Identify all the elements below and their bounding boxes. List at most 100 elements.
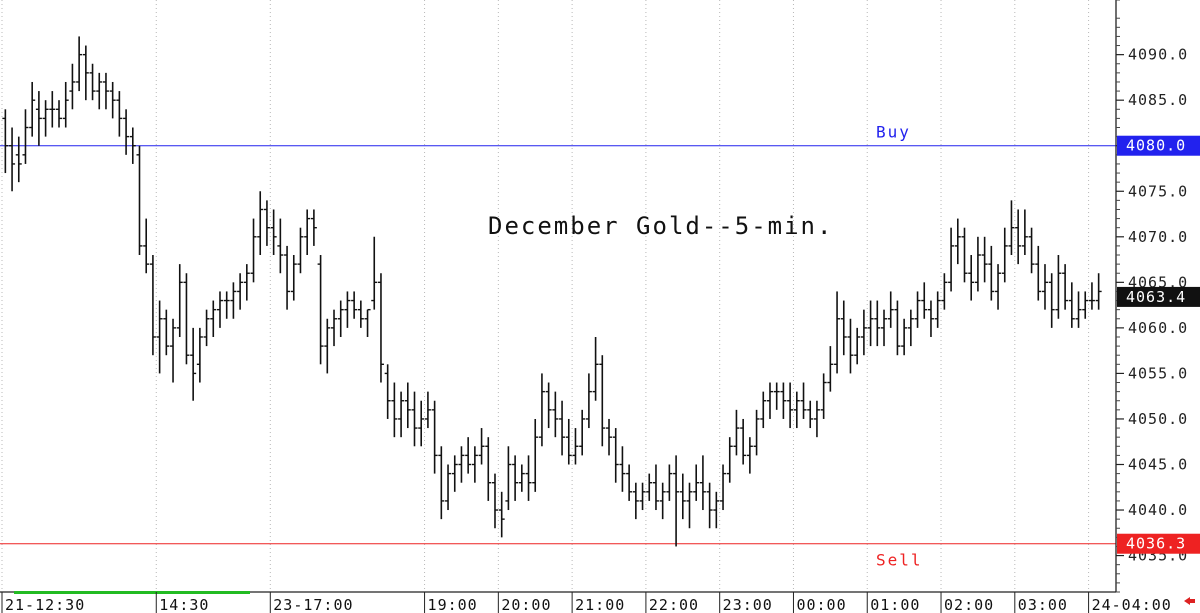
ohlc-bar (371, 236, 378, 310)
ohlc-bar (807, 400, 814, 429)
ohlc-bar (995, 264, 1002, 310)
ohlc-bar (887, 291, 894, 328)
ohlc-bar (693, 464, 700, 501)
ohlc-bar (465, 437, 472, 474)
ohlc-bar (599, 355, 606, 447)
ohlc-bar (42, 100, 49, 137)
ohlc-bar (559, 400, 566, 456)
ohlc-bar (310, 209, 317, 246)
ohlc-bar (445, 464, 452, 511)
ohlc-bar (941, 273, 948, 310)
level-label: Buy (876, 123, 911, 142)
ohlc-bar (304, 209, 311, 256)
ohlc-bar (512, 455, 519, 501)
y-tick-label: 4060.0 (1128, 319, 1188, 337)
ohlc-bar (1041, 264, 1048, 310)
ohlc-bar (76, 36, 83, 92)
ohlc-bar (713, 491, 720, 529)
ohlc-bar (840, 300, 847, 356)
scroll-arrow-icon[interactable] (1184, 597, 1195, 605)
ohlc-bar (565, 418, 572, 465)
ohlc-bar (646, 473, 653, 501)
y-tick-label: 4065.0 (1128, 273, 1188, 291)
x-tick-label: 23-17:00 (273, 596, 353, 613)
ohlc-bar (344, 291, 351, 328)
ohlc-bar (203, 309, 210, 347)
ohlc-bar (793, 391, 800, 429)
ohlc-bar (62, 81, 69, 128)
y-tick-label: 4085.0 (1128, 91, 1188, 109)
ohlc-bar (1095, 273, 1102, 310)
ohlc-bar (787, 382, 794, 429)
ohlc-bar (1088, 282, 1095, 310)
ohlc-bar (471, 446, 478, 483)
ohlc-bar (847, 318, 854, 374)
ohlc-bar (525, 455, 532, 501)
ohlc-bar (813, 400, 820, 438)
ohlc-bar (1068, 282, 1075, 328)
ohlc-bar (874, 300, 881, 347)
ohlc-bar (901, 318, 908, 356)
ohlc-bar (606, 418, 613, 456)
ohlc-bar (15, 136, 22, 183)
ohlc-bar (176, 264, 183, 337)
ohlc-bar (223, 291, 230, 319)
ohlc-bar (384, 364, 391, 419)
ohlc-bar (860, 309, 867, 356)
x-tick-label: 00:00 (796, 596, 846, 613)
x-tick-label: 14:30 (159, 596, 209, 613)
ohlc-bar (163, 309, 170, 356)
ohlc-bar (733, 409, 740, 456)
ohlc-bar (364, 308, 371, 337)
x-tick-label: 24-04:00 (1092, 596, 1172, 613)
ohlc-bar (458, 446, 465, 483)
ohlc-bar (56, 100, 63, 128)
ohlc-bar (156, 300, 163, 374)
ohlc-bar (652, 464, 659, 511)
ohlc-bar (284, 245, 291, 310)
ohlc-bar (190, 327, 197, 401)
x-tick-label: 01:00 (870, 596, 920, 613)
ohlc-bar (196, 327, 203, 383)
ohlc-bar (1062, 264, 1069, 310)
ohlc-bar (686, 482, 693, 529)
ohlc-bar (834, 291, 841, 374)
ohlc-bar (1055, 255, 1062, 319)
ohlc-bar (639, 482, 646, 511)
ohlc-bar (109, 81, 116, 119)
price-tag-box (1117, 533, 1200, 554)
ohlc-bar (1008, 200, 1015, 256)
ohlc-bar (532, 418, 539, 492)
x-tick-label: 19:00 (428, 596, 478, 613)
ohlc-bar (431, 400, 438, 474)
ohlc-bar (331, 309, 338, 347)
ohlc-bar (424, 391, 431, 429)
ohlc-bar (183, 273, 190, 365)
price-tags: 4080.0 4036.3 4063.4 (1117, 135, 1200, 554)
ohlc-bar (854, 327, 861, 365)
ohlc-bar (438, 446, 445, 520)
ohlc-bar (377, 273, 384, 383)
level-lines (0, 145, 1116, 545)
ohlc-bar (263, 200, 270, 246)
ohlc-bar (1035, 245, 1042, 301)
ohlc-bar (143, 218, 150, 274)
ohlc-bar (626, 464, 633, 501)
ohlc-bar (740, 418, 747, 465)
ohlc-bar (632, 482, 639, 520)
ohlc-bar (753, 409, 760, 456)
ohlc-bar (149, 255, 156, 356)
ohlc-bar (679, 473, 686, 520)
ohlc-bar (760, 391, 767, 429)
x-tick-label: 22:00 (649, 596, 699, 613)
ohlc-bar (894, 300, 901, 356)
ohlc-bar (136, 145, 143, 256)
ohlc-bar (1021, 209, 1028, 256)
price-tag-label: 4080.0 (1126, 137, 1186, 155)
ohlc-bar (96, 72, 103, 110)
ohlc-bar (954, 218, 961, 265)
x-tick-label: 21-12:30 (5, 596, 85, 613)
ohlc-bar (216, 291, 223, 328)
ohlc-bar (907, 309, 914, 347)
